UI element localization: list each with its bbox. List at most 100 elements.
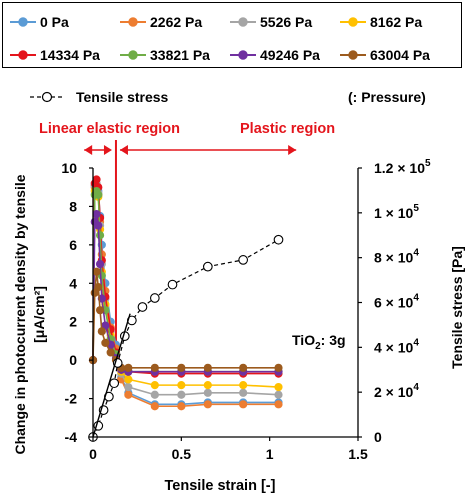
data-point	[203, 388, 212, 397]
y-tick-label: 8	[69, 198, 77, 214]
region-label: Linear elastic region	[39, 121, 180, 137]
annotation-label: TiO2: 3g	[292, 332, 346, 352]
series-line	[92, 187, 279, 388]
data-point	[124, 375, 133, 384]
data-point	[177, 390, 186, 399]
data-point	[92, 210, 101, 219]
data-point	[239, 400, 248, 409]
legend	[2, 2, 462, 68]
stress-point	[109, 378, 120, 389]
y2-tick-label: 1.2 × 105	[374, 158, 431, 176]
arrow-head	[288, 145, 297, 155]
data-point	[177, 381, 186, 390]
data-point	[177, 402, 186, 411]
y2-tick-label: 1 × 105	[374, 203, 419, 221]
legend-marker	[128, 17, 138, 27]
data-point	[177, 363, 186, 372]
stress-point	[167, 279, 178, 290]
elastic-fit-line	[92, 313, 131, 438]
annotation-subscript: 2	[315, 341, 321, 352]
data-point	[150, 363, 159, 372]
x-tick-label: 0	[89, 446, 97, 462]
y-tick-label: 10	[61, 160, 77, 176]
data-point	[203, 363, 212, 372]
series-line	[92, 213, 279, 373]
labels: Linear elastic region Plastic region Tensi…	[12, 121, 465, 494]
data-point	[239, 388, 248, 397]
legend-marker	[41, 91, 53, 103]
data-point	[203, 400, 212, 409]
data-point	[94, 221, 103, 230]
y2-tick-exponent: 4	[413, 382, 419, 393]
data-point	[92, 267, 101, 276]
data-point	[150, 390, 159, 399]
data-point	[124, 363, 133, 372]
data-point	[274, 363, 283, 372]
y2-tick-exponent: 5	[413, 203, 419, 214]
legend-marker	[18, 17, 28, 27]
legend-label: Tensile stress	[76, 89, 169, 105]
arrow-head	[103, 145, 112, 155]
data-point	[95, 231, 105, 240]
data-point	[97, 327, 106, 336]
x-tick-label: 0.5	[172, 446, 192, 462]
arrow-head	[84, 145, 93, 155]
data-point	[274, 400, 283, 409]
plot-area	[84, 140, 297, 442]
stress-point	[137, 302, 148, 312]
data-point	[94, 190, 103, 199]
legend-marker	[18, 50, 28, 60]
y2-tick-label: 4 × 104	[374, 337, 419, 355]
data-point	[150, 381, 159, 390]
legend-marker	[348, 50, 358, 60]
legend-marker	[128, 50, 138, 60]
legend-label: 0 Pa	[40, 14, 69, 30]
data-point	[150, 402, 159, 411]
legend-label: 2262 Pa	[150, 14, 202, 30]
x-tick-label: 1	[266, 446, 274, 462]
legend-entries: 0 Pa 2262 Pa 5526 Pa 8162 Pa 14334 Pa 33821 P…	[10, 14, 430, 105]
stress-point	[273, 234, 284, 245]
stress-point	[202, 261, 213, 272]
y2-tick-label: 6 × 104	[374, 293, 419, 311]
region-label: Plastic region	[240, 121, 335, 137]
data-point	[274, 390, 283, 399]
legend-marker	[348, 17, 358, 27]
annotation-tail: : 3g	[321, 332, 346, 348]
y2-tick-label: 2 × 104	[374, 382, 419, 400]
y2-axis-title: Tensile stress [Pa]	[449, 246, 465, 369]
data-point	[101, 338, 110, 347]
y-tick-label: -4	[65, 429, 78, 445]
stress-point	[238, 255, 249, 265]
y2-tick-exponent: 4	[413, 337, 419, 348]
x-axis-title: Tensile strain [-]	[165, 478, 276, 494]
data-point	[95, 306, 105, 315]
data-point	[203, 381, 212, 390]
legend-note: (: Pressure)	[348, 89, 426, 105]
y-tick-label: 6	[69, 237, 77, 253]
legend-label: 33821 Pa	[150, 47, 210, 63]
legend-label: 63004 Pa	[370, 47, 430, 63]
y-axis-title: Change in photocurrent density by tensil…	[12, 174, 28, 454]
y-tick-label: 4	[69, 275, 77, 291]
legend-label: 49246 Pa	[260, 47, 320, 63]
y-tick-label: 2	[69, 314, 77, 330]
legend-label: 8162 Pa	[370, 14, 422, 30]
y2-tick-exponent: 5	[425, 158, 431, 169]
data-point	[124, 382, 133, 392]
stress-point	[149, 293, 160, 303]
legend-marker	[238, 17, 248, 27]
data-point	[106, 348, 115, 357]
data-point	[274, 382, 283, 392]
series-line	[92, 271, 279, 369]
legend-marker	[238, 50, 248, 60]
y-tick-label: -2	[65, 391, 78, 407]
y2-tick-exponent: 4	[413, 248, 419, 259]
y2-tick-label: 0	[374, 429, 382, 445]
y-axis-title-unit: [μA/cm²]	[31, 286, 47, 343]
data-point	[94, 283, 103, 292]
data-point	[92, 175, 101, 184]
data-point	[239, 381, 248, 390]
